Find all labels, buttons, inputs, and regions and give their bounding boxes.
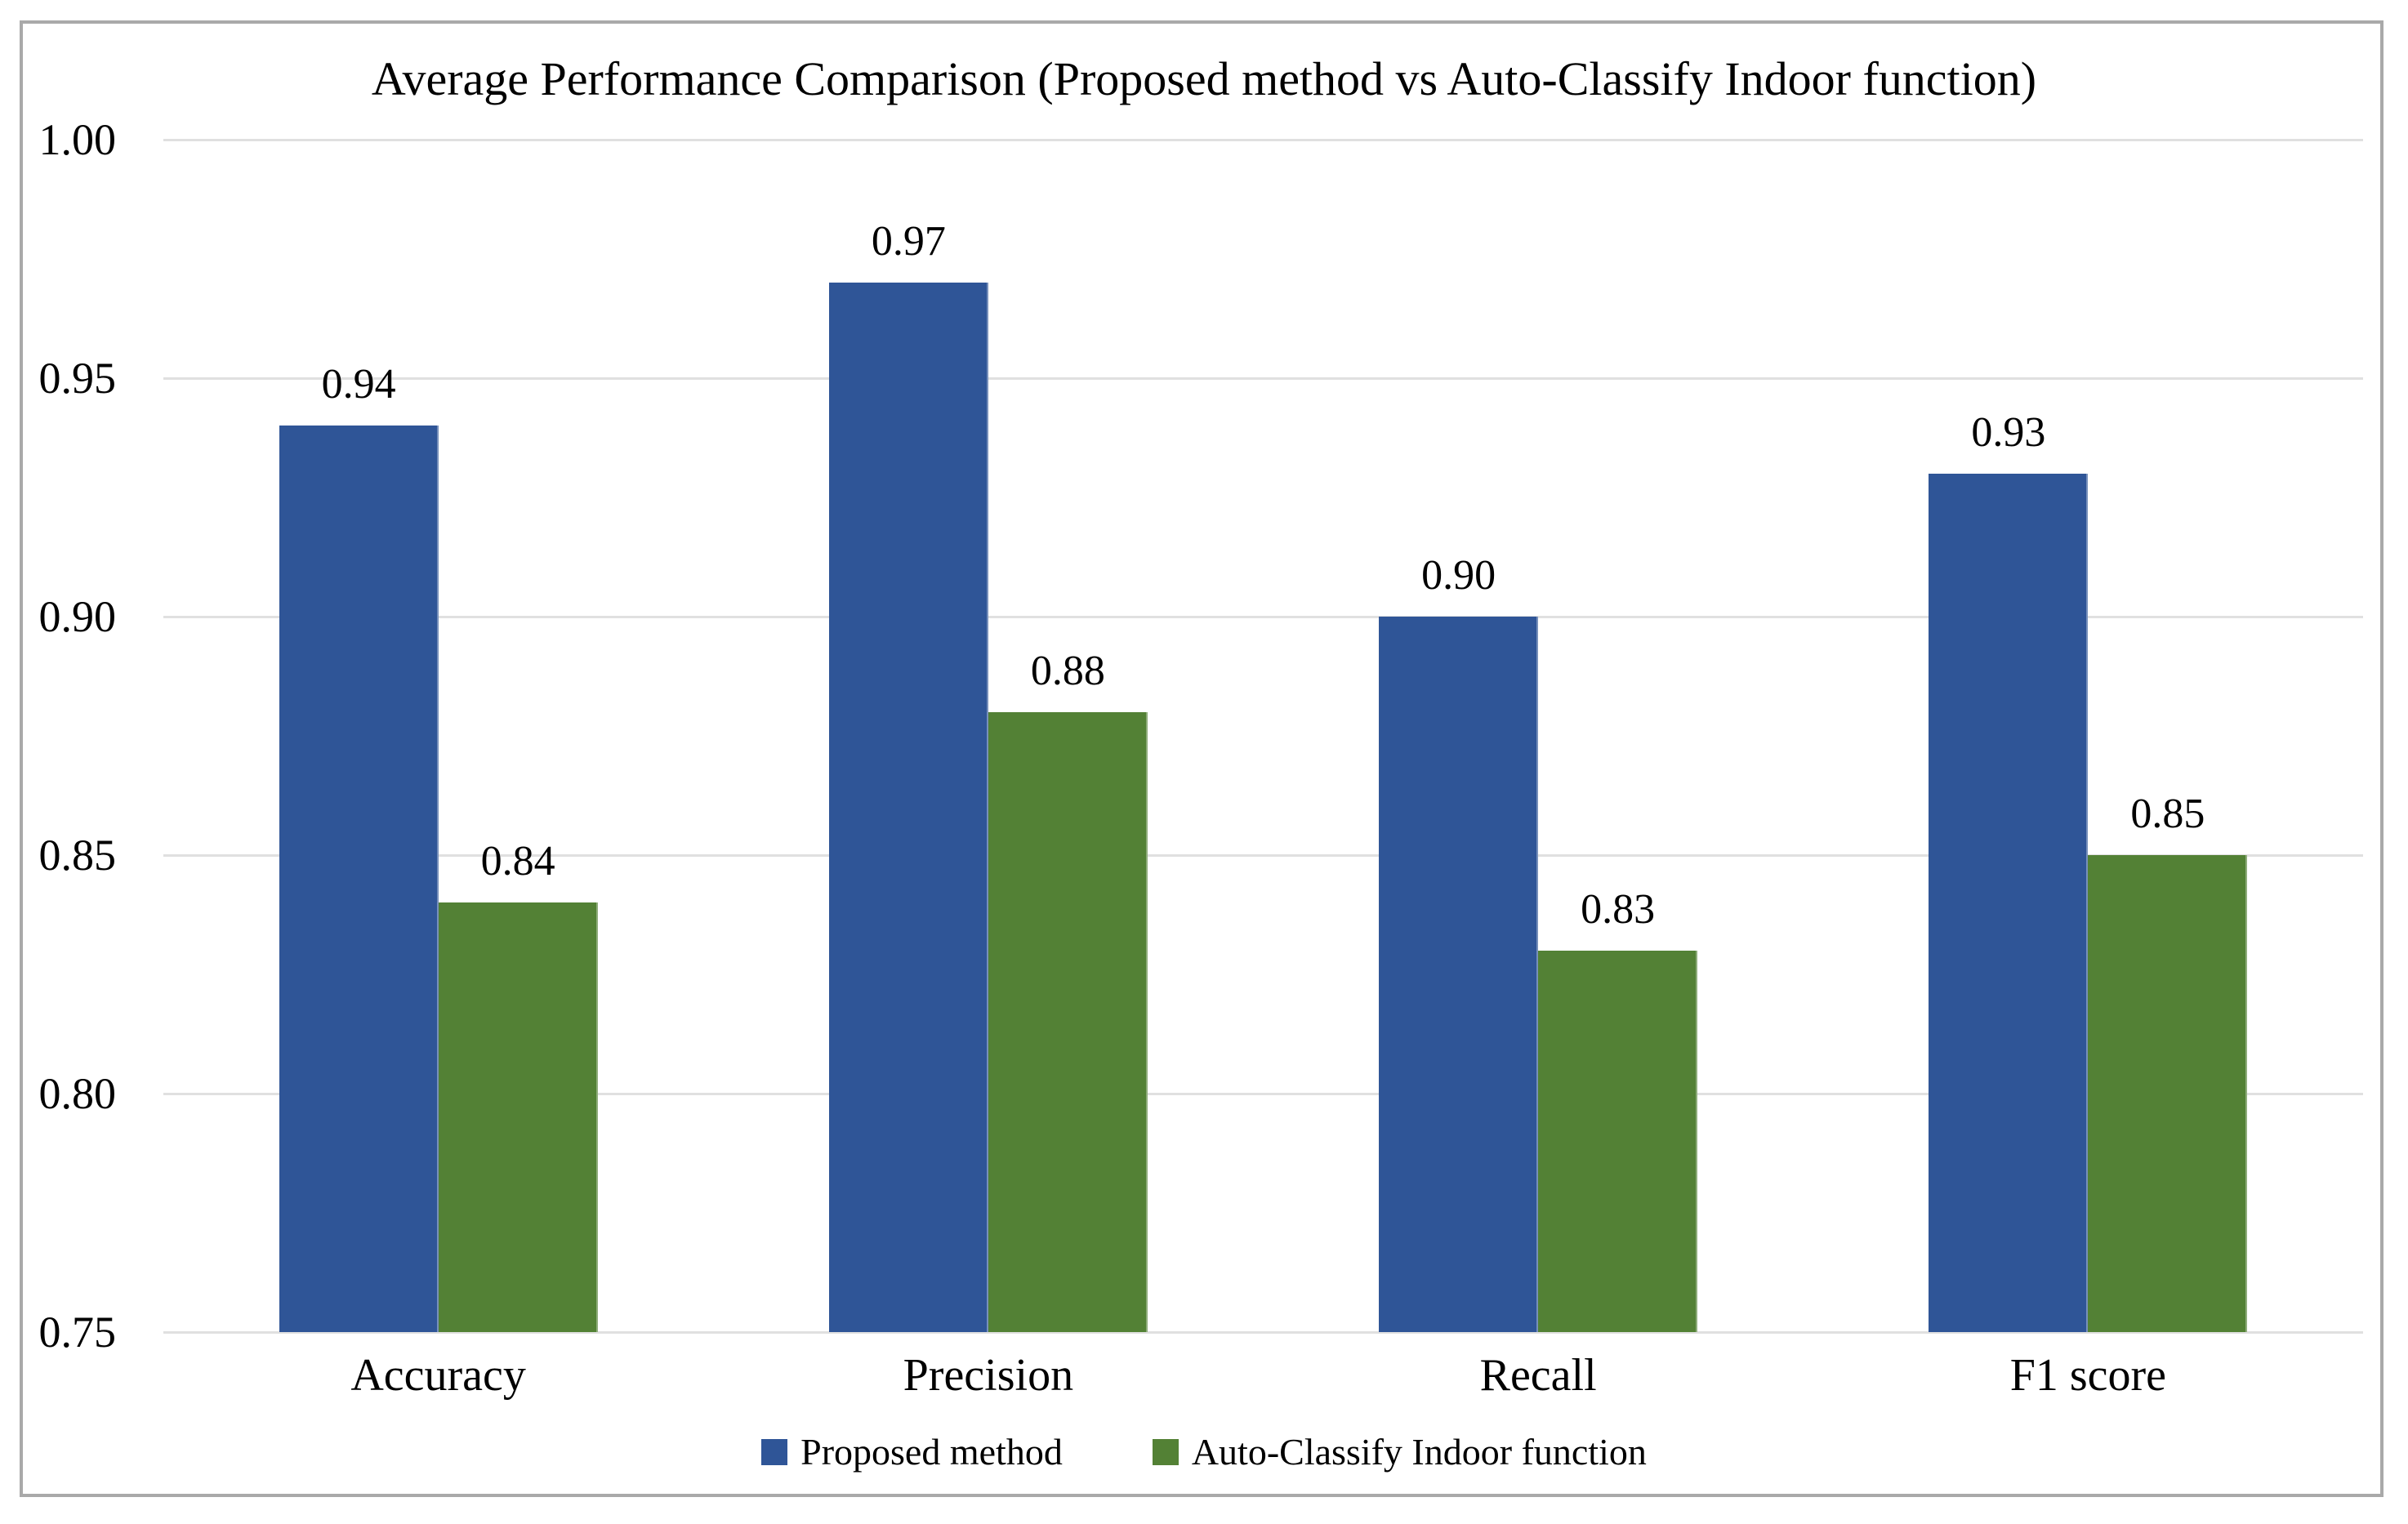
bar-precision-proposed-method [828,283,988,1332]
x-axis-category-label-accuracy: Accuracy [350,1350,526,1401]
bar-accuracy-auto-classify-indoor-function [438,902,598,1332]
y-axis-tick-label: 0.75 [38,1308,117,1357]
bar-recall-auto-classify-indoor-function [1538,950,1698,1332]
gridline [163,1330,2363,1334]
bar-f1-score-proposed-method [1929,473,2089,1332]
bar-value-label-precision-proposed-method: 0.97 [871,218,946,265]
legend-label: Auto-Classify Indoor function [1191,1431,1647,1473]
x-axis-category-label-recall: Recall [1479,1350,1597,1401]
gridline [163,615,2363,618]
legend-item-proposed-method: Proposed method [761,1429,1063,1475]
legend-swatch-icon [761,1439,788,1465]
legend-item-auto-classify-indoor-function: Auto-Classify Indoor function [1152,1429,1647,1475]
bar-recall-proposed-method [1379,617,1539,1332]
bar-value-label-precision-auto-classify-indoor-function: 0.88 [1030,647,1105,694]
legend-label: Proposed method [800,1431,1063,1473]
bar-precision-auto-classify-indoor-function [988,711,1148,1332]
x-axis-category-label-f1-score: F1 score [2009,1350,2167,1401]
y-axis-tick-label: 0.85 [38,831,117,880]
bar-value-label-f1-score-auto-classify-indoor-function: 0.85 [2130,791,2205,837]
chart-title: Average Performance Comparison (Proposed… [371,52,2037,105]
bar-value-label-f1-score-proposed-method: 0.93 [1971,408,2046,456]
legend: Proposed method Auto-Classify Indoor func… [0,1429,2408,1475]
bar-value-label-recall-auto-classify-indoor-function: 0.83 [1581,885,1656,933]
y-axis-tick-label: 0.90 [38,592,117,641]
x-axis-category-label-precision: Precision [903,1350,1074,1401]
bar-accuracy-proposed-method [279,426,439,1332]
bar-f1-score-auto-classify-indoor-function [2088,855,2248,1332]
gridline [163,1092,2363,1095]
bar-value-label-accuracy-proposed-method: 0.94 [321,361,396,408]
bar-value-label-accuracy-auto-classify-indoor-function: 0.84 [480,838,555,885]
y-axis-tick-label: 0.95 [38,354,117,403]
gridline [163,377,2363,380]
y-axis-tick-label: 1.00 [38,115,117,164]
y-axis-tick-label: 0.80 [38,1069,117,1118]
legend-swatch-icon [1152,1439,1179,1465]
gridline [163,853,2363,857]
gridline [163,138,2363,141]
bar-value-label-recall-proposed-method: 0.90 [1421,552,1496,599]
